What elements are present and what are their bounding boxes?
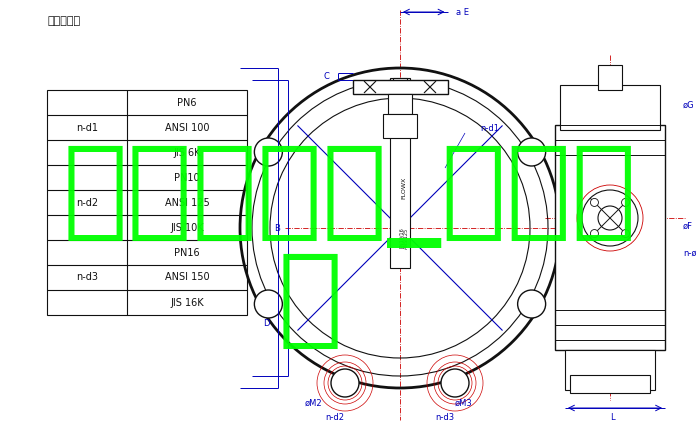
- Circle shape: [622, 199, 629, 206]
- Text: n-d3: n-d3: [435, 413, 454, 422]
- Bar: [565, 350, 655, 390]
- Text: øG: øG: [683, 101, 695, 110]
- Text: 深: 深: [277, 247, 342, 353]
- Bar: [570, 375, 650, 393]
- Text: PN16: PN16: [174, 247, 200, 258]
- Text: 李小璐图片_娱乐圈: 李小璐图片_娱乐圈: [63, 142, 637, 248]
- Text: øF: øF: [683, 222, 693, 231]
- Text: PN10: PN10: [174, 172, 200, 182]
- Text: FLOWX: FLOWX: [401, 177, 406, 199]
- Text: ANSI 125: ANSI 125: [164, 197, 209, 208]
- Text: B: B: [274, 223, 280, 232]
- Text: n-d1: n-d1: [76, 122, 98, 133]
- Text: ANSI 100: ANSI 100: [164, 122, 209, 133]
- Bar: [383, 114, 417, 138]
- Text: n-øH: n-øH: [683, 249, 697, 258]
- Text: ANSI 150: ANSI 150: [164, 273, 209, 282]
- Text: n-d2: n-d2: [325, 413, 344, 422]
- Text: JIS 6K: JIS 6K: [174, 148, 201, 158]
- Circle shape: [254, 290, 282, 318]
- Text: JIS 16K: JIS 16K: [170, 297, 204, 307]
- Bar: [560, 85, 660, 130]
- Text: a E: a E: [456, 8, 468, 17]
- Bar: [353, 80, 447, 94]
- Bar: [390, 78, 410, 268]
- Circle shape: [235, 63, 565, 393]
- Circle shape: [622, 229, 629, 238]
- Circle shape: [331, 369, 359, 397]
- Text: D: D: [263, 319, 270, 329]
- Circle shape: [590, 199, 599, 206]
- Circle shape: [598, 206, 622, 230]
- Text: øM2: øM2: [305, 398, 323, 407]
- Bar: [555, 125, 665, 350]
- Text: n-d2: n-d2: [76, 197, 98, 208]
- Bar: [598, 65, 622, 90]
- Text: JIS 10K: JIS 10K: [170, 223, 204, 232]
- Text: PN10/16
ANSI125: PN10/16 ANSI125: [399, 227, 409, 249]
- Text: 适用法兰：: 适用法兰：: [47, 16, 80, 26]
- Text: L: L: [610, 413, 615, 422]
- Bar: [47, 90, 247, 315]
- Text: n-d3: n-d3: [76, 273, 98, 282]
- Circle shape: [254, 138, 282, 166]
- Circle shape: [518, 138, 546, 166]
- Bar: [393, 78, 407, 95]
- Circle shape: [590, 229, 599, 238]
- Circle shape: [582, 190, 638, 246]
- Text: C: C: [323, 72, 330, 81]
- Text: PN6: PN6: [177, 98, 197, 107]
- Text: øM3: øM3: [455, 398, 473, 407]
- Circle shape: [518, 290, 546, 318]
- Bar: [388, 94, 412, 114]
- Text: n-d1: n-d1: [480, 124, 499, 133]
- Circle shape: [441, 369, 469, 397]
